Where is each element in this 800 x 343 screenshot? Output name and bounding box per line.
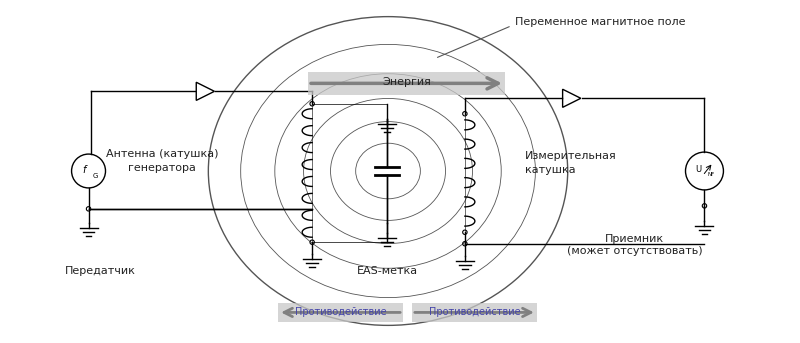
Text: Противодействие: Противодействие xyxy=(294,307,386,317)
Text: EAS-метка: EAS-метка xyxy=(357,265,418,275)
Text: $f$: $f$ xyxy=(82,163,89,175)
Text: G: G xyxy=(93,173,98,179)
Text: Измерительная
катушка: Измерительная катушка xyxy=(525,151,617,175)
Text: Переменное магнитное поле: Переменное магнитное поле xyxy=(515,16,686,27)
Text: U: U xyxy=(695,165,702,174)
Text: Передатчик: Передатчик xyxy=(65,265,136,275)
Bar xyxy=(308,72,505,95)
Text: Антенна (катушка)
генератора: Антенна (катушка) генератора xyxy=(106,150,218,173)
Text: NF: NF xyxy=(708,173,715,177)
Text: Энергия: Энергия xyxy=(382,78,431,87)
Text: Противодействие: Противодействие xyxy=(429,307,520,317)
Bar xyxy=(412,303,537,322)
Text: Приемник
(может отсутствовать): Приемник (может отсутствовать) xyxy=(566,234,702,256)
Bar xyxy=(278,303,403,322)
